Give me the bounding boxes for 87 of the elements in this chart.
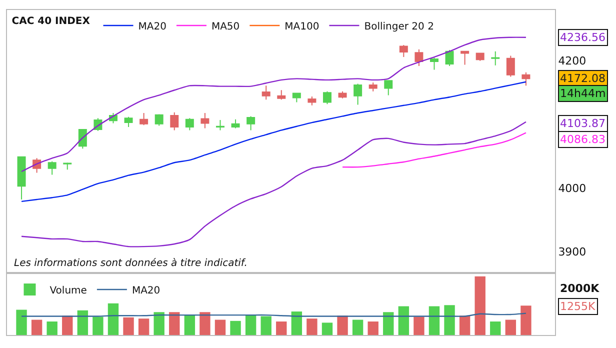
bar (322, 322, 333, 335)
candlestick (338, 90, 347, 99)
legend-label: Volume (50, 285, 87, 296)
bar (138, 318, 150, 335)
bar (276, 322, 287, 335)
y-tick-label: 4000 (558, 182, 586, 195)
bar (306, 318, 318, 335)
bar (230, 320, 241, 335)
bar (505, 320, 516, 335)
text: 2000K (560, 282, 600, 295)
bar (184, 315, 196, 335)
bar (16, 310, 27, 335)
bar (108, 303, 119, 335)
bar (520, 306, 532, 335)
legend-label: MA100 (284, 21, 320, 32)
candlestick (476, 52, 484, 62)
candlestick (63, 162, 72, 170)
bar (200, 312, 210, 335)
legend-label: MA20 (132, 285, 160, 296)
bar (291, 312, 302, 335)
line-series (342, 132, 527, 168)
bar (77, 310, 88, 335)
candlestick (140, 112, 148, 126)
bar (474, 276, 486, 335)
legend-title: CAC 40 INDEX (12, 16, 90, 27)
candlestick (430, 57, 438, 70)
bar (383, 312, 394, 335)
candlestick (170, 112, 179, 131)
text: 4172.08 (560, 72, 606, 85)
legend-label: MA20 (138, 21, 166, 32)
bar (62, 316, 73, 335)
candlestick (399, 44, 408, 58)
legend-label: Bollinger 20 2 (364, 21, 434, 32)
candlestick (491, 50, 500, 66)
candlestick (384, 80, 393, 96)
candlestick (308, 96, 316, 106)
candlestick (460, 50, 470, 66)
bar (92, 316, 104, 335)
bar (31, 320, 42, 335)
candlestick (445, 50, 454, 66)
y-tick-label: 4200 (558, 54, 586, 68)
candlestick (185, 118, 194, 131)
annotation: Les informations sont données à titre indicatif. (14, 258, 248, 269)
candlestick (277, 90, 286, 100)
candlestick (292, 92, 301, 103)
text: 1255K (560, 300, 596, 313)
y-tick-label: 3900 (558, 246, 586, 258)
line-series (20, 36, 527, 172)
candlestick (48, 160, 56, 176)
candlestick (322, 90, 332, 105)
bar (260, 316, 272, 335)
candlestick (216, 120, 224, 131)
bar (490, 322, 501, 335)
bar (245, 315, 256, 335)
bar (169, 312, 180, 335)
line-series (20, 81, 527, 202)
bar (214, 320, 226, 335)
bar (337, 316, 348, 335)
candlestick (231, 118, 240, 129)
text: 4103.87 (560, 117, 606, 130)
candlestick (246, 116, 256, 131)
candlestick (200, 112, 210, 129)
text: 4236.56 (560, 31, 606, 44)
bar (444, 305, 455, 335)
bar (398, 306, 410, 335)
bar (428, 306, 440, 335)
bar (368, 322, 378, 335)
candlestick (522, 72, 530, 86)
bar (414, 316, 424, 335)
bar (459, 316, 470, 335)
legend-label: MA50 (211, 21, 240, 32)
line-series (20, 121, 527, 248)
text: 14h44m (560, 87, 606, 100)
candlestick (354, 83, 362, 106)
bar (352, 320, 364, 335)
candlestick (414, 48, 424, 66)
candlestick (154, 114, 164, 126)
candlestick (368, 82, 378, 92)
bar (46, 322, 58, 335)
candlestick (17, 156, 26, 200)
bar (123, 317, 134, 335)
bar (154, 312, 164, 335)
candlestick (262, 85, 270, 100)
candlestick (124, 116, 133, 128)
text: 4086.83 (560, 133, 606, 146)
candlestick (78, 129, 87, 150)
candlestick (506, 55, 515, 78)
